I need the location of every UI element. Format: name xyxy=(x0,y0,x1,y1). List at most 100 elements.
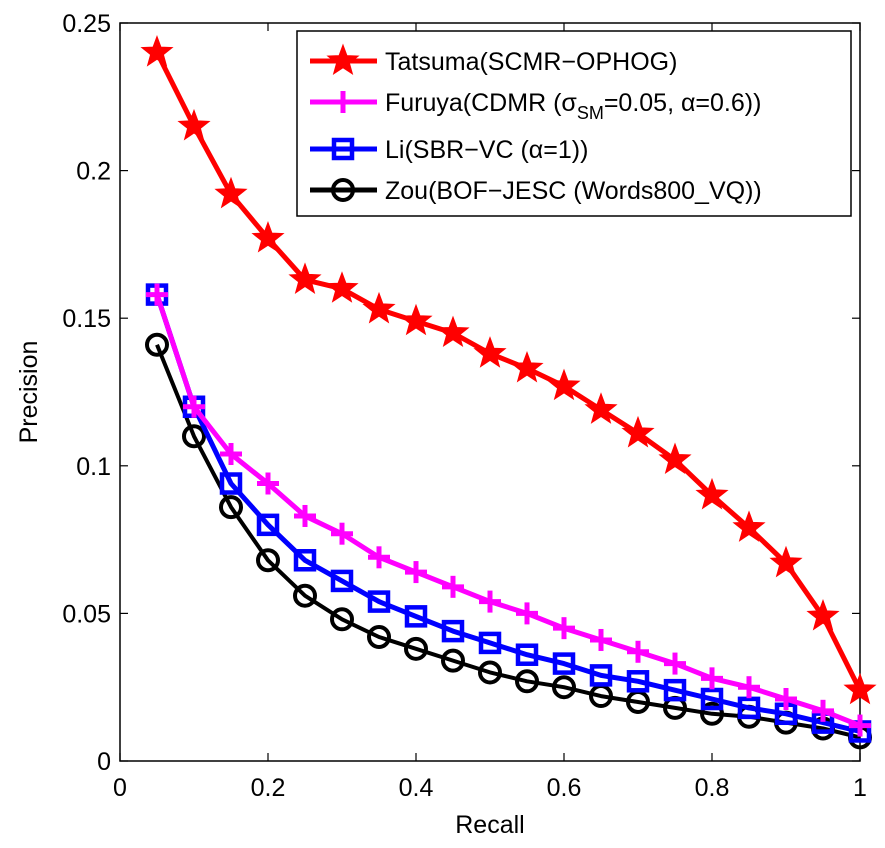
data-point xyxy=(220,442,242,465)
y-tick-label: 0.05 xyxy=(62,600,111,628)
data-point xyxy=(700,687,724,711)
data-point xyxy=(701,667,723,690)
data-point xyxy=(325,271,359,303)
data-point xyxy=(479,590,501,613)
data-point xyxy=(547,368,581,401)
legend-label: Tatsuma(SCMR−OPHOG) xyxy=(385,48,677,76)
data-point xyxy=(658,442,692,474)
data-point xyxy=(219,472,243,495)
data-point xyxy=(399,303,433,336)
data-point xyxy=(145,332,169,357)
data-point xyxy=(843,672,877,705)
y-tick-label: 0.1 xyxy=(76,453,111,481)
data-point xyxy=(737,696,761,720)
data-point xyxy=(442,575,464,598)
data-point xyxy=(590,628,612,651)
data-point xyxy=(256,513,280,537)
data-point xyxy=(584,392,618,424)
x-tick-label: 1 xyxy=(853,774,867,802)
data-point xyxy=(769,545,803,578)
data-point xyxy=(627,640,649,663)
data-point xyxy=(552,652,576,675)
data-point xyxy=(621,415,655,448)
legend-marker-square xyxy=(331,137,355,161)
data-point xyxy=(182,424,206,449)
data-point xyxy=(738,676,760,699)
data-point xyxy=(812,699,834,722)
data-point xyxy=(775,688,797,711)
x-tick-label: 0.2 xyxy=(251,774,286,802)
y-tick-label: 0.25 xyxy=(62,10,111,38)
legend-item: Tatsuma(SCMR−OPHOG) xyxy=(310,43,677,76)
data-point xyxy=(183,395,205,418)
series-square xyxy=(145,283,872,743)
data-point xyxy=(663,678,687,702)
data-point xyxy=(146,283,168,306)
data-point xyxy=(515,643,539,666)
series-layer xyxy=(140,35,877,750)
data-point xyxy=(256,548,280,573)
data-point xyxy=(404,636,428,661)
data-point xyxy=(516,602,538,625)
legend-label: Li(SBR−VC (α=1)) xyxy=(385,136,588,164)
data-point xyxy=(436,315,470,348)
data-point xyxy=(288,262,322,294)
data-point xyxy=(405,561,427,584)
data-point xyxy=(553,617,575,640)
legend-label: Furuya(CDMR (σSM=0.05, α=0.6)) xyxy=(385,89,761,123)
data-point xyxy=(515,669,539,694)
data-point xyxy=(367,625,391,650)
legend-label: Zou(BOF−JESC (Words800_VQ)) xyxy=(385,177,762,205)
series-star xyxy=(140,35,877,705)
legend-marker-circle xyxy=(331,178,355,202)
data-point xyxy=(362,291,396,324)
data-point xyxy=(251,221,285,253)
x-tick-label: 0 xyxy=(113,774,127,802)
data-point xyxy=(700,701,724,726)
legend-marker-star xyxy=(326,43,360,76)
data-point xyxy=(441,619,465,643)
data-point xyxy=(510,350,544,383)
data-point xyxy=(330,569,354,593)
data-point xyxy=(214,176,248,209)
data-point xyxy=(219,495,243,520)
data-point xyxy=(177,108,211,141)
axes: 0 0.2 0.4 0.6 0.8 1 0 0.05 0.1 0.15 0.2 0.25 xyxy=(62,10,867,802)
data-point xyxy=(367,590,391,613)
data-point xyxy=(294,504,316,527)
x-tick-label: 0.4 xyxy=(399,774,434,802)
x-tick-label: 0.6 xyxy=(547,774,582,802)
data-point xyxy=(257,472,279,495)
data-point xyxy=(626,670,650,693)
y-tick-label: 0 xyxy=(97,748,111,776)
legend-item: Furuya(CDMR (σSM=0.05, α=0.6)) xyxy=(310,89,761,123)
data-point xyxy=(664,652,686,675)
data-point xyxy=(140,35,174,67)
plot-area-frame xyxy=(119,22,861,762)
data-point xyxy=(404,605,428,628)
legend-box xyxy=(296,30,852,217)
x-tick-label: 0.8 xyxy=(695,774,730,802)
data-point xyxy=(695,477,729,510)
legend-marker-plus xyxy=(332,91,354,113)
x-axis-label: Recall xyxy=(455,811,524,839)
data-point xyxy=(806,598,840,631)
data-point xyxy=(478,660,502,685)
y-axis-label: Precision xyxy=(15,341,43,444)
data-point xyxy=(331,522,353,545)
data-point xyxy=(849,714,871,737)
data-point xyxy=(330,607,354,632)
data-point xyxy=(293,583,317,608)
data-point xyxy=(293,549,317,572)
y-tick-label: 0.2 xyxy=(76,158,111,186)
data-point xyxy=(552,675,576,700)
legend: Tatsuma(SCMR−OPHOG) Furuya(CDMR (σSM=0.05… xyxy=(296,30,852,217)
y-tick-label: 0.15 xyxy=(62,305,111,333)
series-plus xyxy=(146,283,871,737)
series-line xyxy=(154,293,861,734)
legend-item: Zou(BOF−JESC (Words800_VQ)) xyxy=(310,177,762,205)
data-point xyxy=(732,510,766,542)
data-point xyxy=(478,631,502,655)
data-point xyxy=(473,336,507,368)
